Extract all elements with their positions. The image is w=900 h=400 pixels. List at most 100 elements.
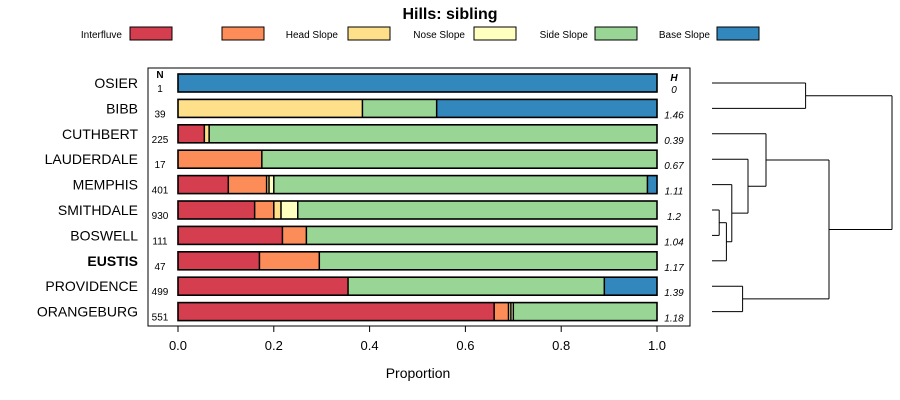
h-value: 1.39	[664, 288, 684, 299]
legend-swatch	[473, 26, 517, 41]
x-axis: 0.0 0.2 0.4 0.6 0.8 1.0	[169, 326, 666, 353]
bar-segment	[178, 201, 255, 219]
bar-segment	[228, 175, 267, 194]
bar-segment	[178, 226, 283, 245]
x-tick-label: 0.0	[169, 338, 187, 353]
bar-segment	[209, 124, 657, 143]
bar-segment	[280, 201, 298, 219]
n-value: 930	[152, 211, 169, 222]
n-value: 1	[157, 84, 163, 95]
bar-segment	[254, 201, 274, 219]
bar-segment	[178, 277, 349, 296]
x-axis-label: Proportion	[386, 365, 451, 381]
bar-outline	[177, 174, 658, 195]
bar-segment	[273, 201, 281, 219]
n-value: 39	[154, 109, 166, 120]
bars: OSIER 1 0 BIBB 39 1.46 CUTHBERT 225 0.39 LAUDERDA…	[37, 73, 684, 325]
bar-outline	[177, 200, 658, 220]
bar-segment	[269, 175, 274, 194]
x-tick-label: 0.6	[456, 338, 474, 353]
h-value: 0.67	[664, 161, 684, 172]
bar-segment	[261, 150, 657, 169]
category-label: SMITHDALE	[58, 202, 138, 218]
bar-segment	[348, 277, 605, 296]
legend-label: Nose Slope	[413, 30, 465, 41]
category-label: OSIER	[94, 75, 138, 91]
n-value: 111	[152, 236, 168, 247]
n-value: 499	[152, 287, 169, 298]
category-label: BIBB	[106, 100, 138, 116]
x-tick-label: 0.4	[361, 338, 379, 353]
category-label: LAUDERDALE	[45, 151, 138, 167]
bar-segment	[297, 201, 657, 219]
bar-row: LAUDERDALE 17 0.67	[45, 149, 684, 172]
h-value: 1.17	[664, 263, 684, 274]
h-value: 1.11	[665, 187, 684, 198]
bar-segment	[178, 302, 495, 321]
legend-swatch	[129, 26, 173, 41]
h-value: 1.46	[664, 110, 684, 121]
bar-row: MEMPHIS 401 1.11	[73, 174, 684, 198]
bar-segment	[178, 175, 229, 194]
bar-outline	[177, 98, 658, 119]
category-label: PROVIDENCE	[45, 278, 138, 294]
bar-row: OSIER 1 0	[94, 73, 677, 96]
bar-segment	[510, 302, 514, 321]
bar-segment	[306, 226, 657, 245]
n-value: 17	[154, 160, 166, 171]
bar-row: BOSWELL 111 1.04	[70, 225, 684, 248]
bar-outline	[177, 251, 658, 271]
chart-title: Hills: sibling	[402, 6, 497, 23]
bar-segment	[362, 99, 437, 118]
h-column-header: H	[670, 73, 678, 84]
legend-swatch	[347, 26, 391, 41]
x-tick-label: 0.2	[265, 338, 283, 353]
bar-segment	[604, 277, 657, 296]
h-value: 0	[671, 85, 677, 96]
n-value: 47	[154, 262, 166, 273]
bar-segment	[508, 302, 511, 321]
n-value: 225	[152, 135, 169, 146]
bar-row: EUSTIS 47 1.17	[87, 251, 684, 274]
h-value: 0.39	[664, 136, 684, 147]
bar-segment	[273, 175, 648, 194]
bar-outline	[177, 276, 658, 297]
n-column-header: N	[156, 70, 163, 81]
h-value: 1.18	[664, 314, 684, 325]
bar-segment	[647, 175, 657, 194]
bar-segment	[436, 99, 657, 118]
category-label: MEMPHIS	[73, 177, 138, 193]
bar-row: CUTHBERT 225 0.39	[62, 124, 684, 147]
legend-swatch	[221, 26, 265, 41]
bar-segment	[259, 251, 320, 270]
h-value: 1.04	[664, 237, 684, 248]
bar-segment	[178, 74, 657, 92]
legend-swatch	[594, 26, 638, 41]
dendrogram	[712, 82, 893, 313]
bar-outline	[177, 301, 658, 322]
bar-segment	[266, 175, 270, 194]
n-value: 551	[152, 313, 169, 324]
bar-outline	[177, 124, 658, 144]
x-tick-label: 0.8	[552, 338, 570, 353]
bar-row: BIBB 39 1.46	[106, 98, 684, 121]
bar-outline	[177, 225, 658, 246]
bar-segment	[282, 226, 307, 245]
bar-segment	[178, 124, 205, 143]
category-label: EUSTIS	[87, 253, 138, 269]
bar-segment	[204, 124, 210, 143]
bar-row: ORANGEBURG 551 1.18	[37, 301, 684, 325]
category-label: ORANGEBURG	[37, 304, 138, 320]
bar-segment	[513, 302, 657, 321]
bar-segment	[178, 99, 363, 118]
legend-label: Head Slope	[286, 30, 339, 41]
legend-label: Base Slope	[659, 30, 711, 41]
bar-segment	[178, 150, 262, 169]
h-value: 1.2	[667, 212, 681, 223]
legend-label: Side Slope	[540, 30, 589, 41]
x-tick-label: 1.0	[648, 338, 666, 353]
category-label: CUTHBERT	[62, 126, 138, 142]
bar-outline	[177, 73, 658, 93]
bar-segment	[178, 251, 260, 270]
legend-swatch	[716, 26, 760, 41]
